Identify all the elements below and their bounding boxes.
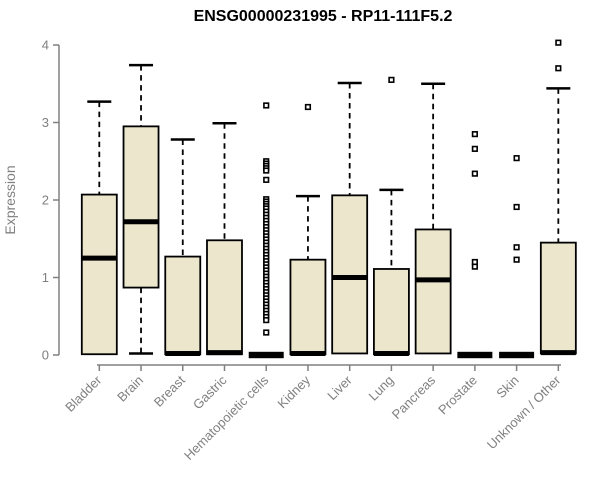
outlier-point-prostate: [471, 131, 478, 138]
x-tick-label-brain: Brain: [114, 373, 146, 405]
x-tick-label-lung: Lung: [365, 373, 396, 404]
outlier-point-prostate: [471, 170, 478, 177]
box-unknown-other: [539, 241, 577, 355]
x-tick-label-pancreas: Pancreas: [389, 372, 439, 422]
chart-title: ENSG00000231995 - RP11-111F5.2: [194, 8, 453, 25]
outlier-point-prostate: [471, 263, 478, 270]
outlier-point-unknown-other: [555, 39, 562, 46]
y-axis-label: Expression: [2, 165, 18, 234]
outlier-point-skin: [513, 256, 520, 263]
box-lung: [373, 268, 410, 356]
box-brain: [122, 125, 160, 289]
x-tick-label-breast: Breast: [151, 372, 188, 409]
x-tick-label-unknown-other: Unknown / Other: [484, 372, 564, 452]
box-gastric: [206, 239, 243, 356]
box-bladder: [80, 193, 118, 356]
outlier-point-prostate: [471, 145, 478, 152]
box-skin: [499, 351, 535, 359]
x-tick-label-prostate: Prostate: [435, 373, 480, 418]
x-tick-label-liver: Liver: [324, 372, 355, 403]
outlier-point-skin: [513, 155, 520, 162]
outlier-point-hematopoietic-cells: [263, 329, 270, 336]
y-tick-label-3: 3: [42, 115, 49, 130]
outlier-point-skin: [513, 203, 520, 211]
x-tick-label-bladder: Bladder: [62, 372, 105, 415]
y-tick-label-2: 2: [42, 193, 49, 208]
outlier-point-hematopoietic-cells: [263, 317, 270, 324]
outlier-point-lung: [388, 76, 395, 83]
outlier-point-hematopoietic-cells: [263, 176, 270, 183]
outlier-point-hematopoietic-cells: [263, 102, 270, 109]
box-hematopoietic-cells: [248, 351, 284, 359]
x-tick-label-gastric: Gastric: [190, 372, 230, 412]
box-kidney: [289, 258, 327, 356]
box-breast: [164, 255, 202, 356]
box-prostate: [457, 351, 493, 359]
x-tick-label-kidney: Kidney: [274, 372, 313, 411]
y-tick-label-4: 4: [42, 38, 49, 53]
y-tick-label-0: 0: [42, 348, 49, 363]
y-tick-label-1: 1: [42, 270, 49, 285]
outlier-point-kidney: [304, 103, 312, 111]
box-liver: [331, 194, 369, 355]
outlier-point-skin: [513, 244, 520, 251]
x-tick-label-skin: Skin: [493, 373, 521, 401]
outlier-point-hematopoietic-cells: [263, 167, 270, 174]
box-pancreas: [414, 228, 452, 355]
outlier-point-unknown-other: [555, 65, 562, 72]
